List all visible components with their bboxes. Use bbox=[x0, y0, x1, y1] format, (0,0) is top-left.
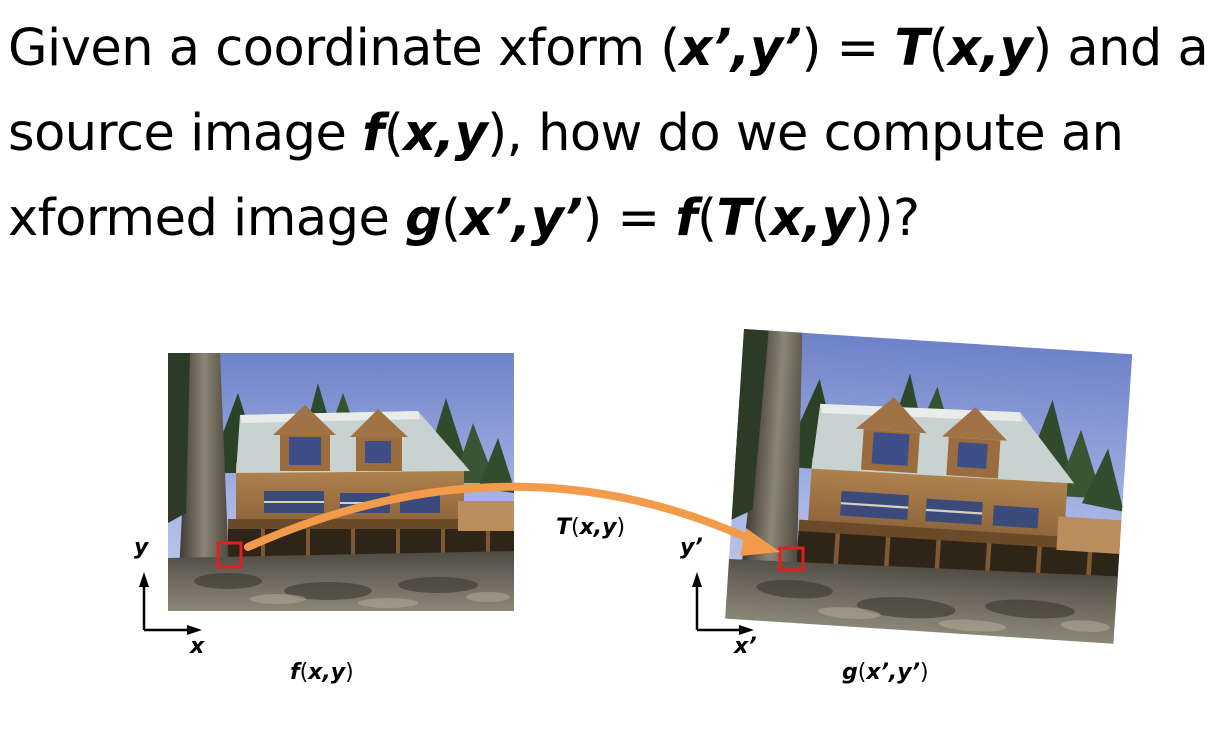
source-image bbox=[166, 351, 516, 613]
source-axes bbox=[139, 572, 202, 635]
target-axis-y-label: y’ bbox=[680, 535, 703, 560]
target-pixel-marker bbox=[778, 546, 805, 572]
target-axes bbox=[692, 572, 754, 635]
source-pixel-marker bbox=[216, 541, 243, 569]
source-axis-y-label: y bbox=[134, 535, 149, 560]
source-axis-x-label: x bbox=[190, 634, 205, 659]
title-line-2: source image f(x,y), how do we compute a… bbox=[8, 104, 1124, 163]
target-caption: g(x’,y’) bbox=[842, 660, 929, 685]
transform-label: T(x,y) bbox=[556, 515, 626, 540]
title-line-3: xformed image g(x’,y’) = f(T(x,y))? bbox=[8, 189, 920, 248]
title-line-1: Given a coordinate xform (x’,y’) = T(x,y… bbox=[8, 19, 1209, 78]
transform-arrow bbox=[244, 482, 756, 551]
transformed-image bbox=[725, 329, 1132, 644]
target-axis-x-label: x’ bbox=[734, 634, 757, 659]
transform-arrowhead bbox=[740, 528, 780, 556]
source-caption: f(x,y) bbox=[290, 660, 354, 685]
slide-title: Given a coordinate xform (x’,y’) = T(x,y… bbox=[8, 6, 1218, 261]
